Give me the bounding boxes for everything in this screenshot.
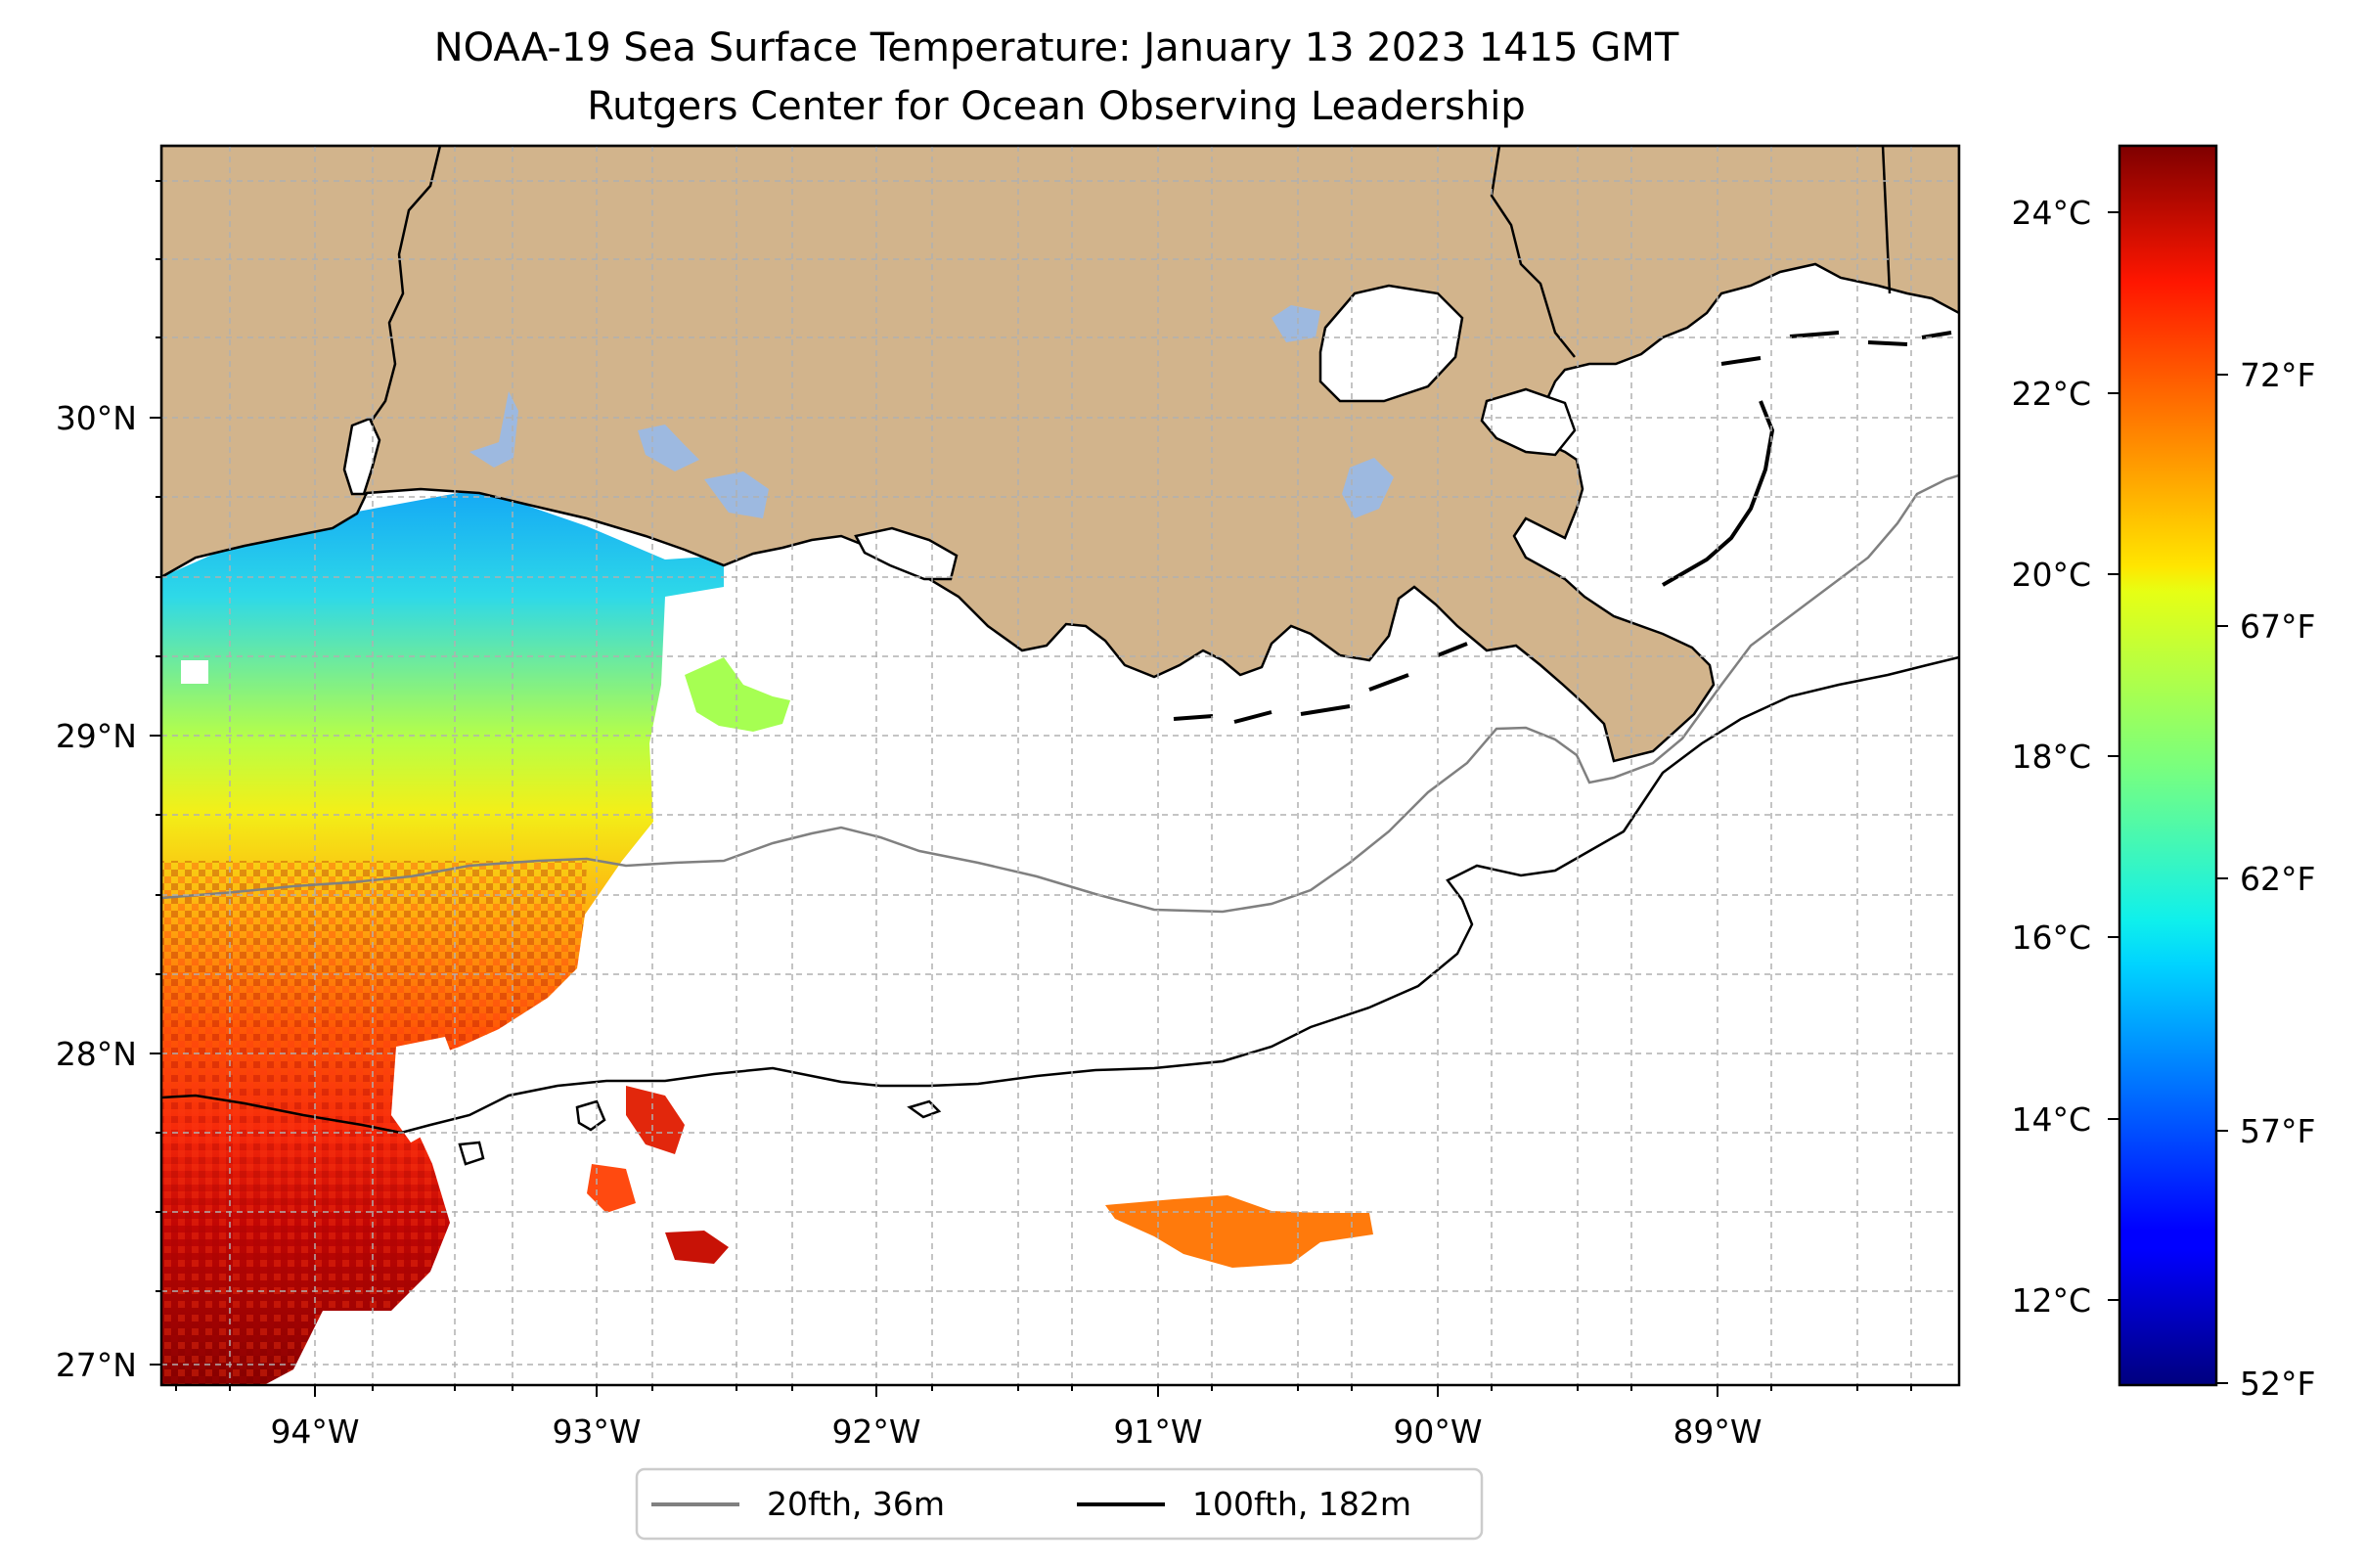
sst-gap	[181, 660, 208, 684]
sst-patch-orange	[1105, 1195, 1373, 1268]
cbar-f-67: 67°F	[2240, 607, 2315, 646]
y-tick-27n: 27°N	[56, 1346, 137, 1384]
cbar-c-12: 12°C	[2011, 1281, 2091, 1320]
legend-box	[635, 1467, 1484, 1541]
x-tick-92w: 92°W	[831, 1412, 920, 1451]
state-border-tx-la	[370, 146, 442, 422]
state-border-la-ms	[1490, 146, 1576, 358]
colorbar-fahrenheit-ticks	[2216, 374, 2228, 1384]
isobath-100fth-islet-1	[575, 1099, 606, 1132]
y-tick-29n: 29°N	[56, 717, 137, 755]
x-axis	[175, 1385, 1912, 1397]
sst-speckle-overlay	[161, 861, 587, 1385]
land-mainland	[161, 146, 1959, 763]
legend: 20fth, 36m 100fth, 182m	[635, 1467, 1484, 1541]
sst-cloud-gap	[391, 1037, 460, 1142]
isobath-100fth-islet-2	[458, 1141, 485, 1166]
cbar-f-62: 62°F	[2240, 860, 2315, 898]
sst-patch-red-3	[665, 1231, 729, 1264]
title-line-2: Rutgers Center for Ocean Observing Leade…	[587, 84, 1526, 129]
sst-patch-red-2	[587, 1164, 636, 1213]
lake-borgne	[1480, 387, 1577, 457]
legend-label-20fth: 20fth, 36m	[767, 1485, 945, 1523]
cbar-c-18: 18°C	[2011, 738, 2091, 776]
state-border-ms-al	[1881, 146, 1892, 294]
legend-label-100fth: 100fth, 182m	[1192, 1485, 1411, 1523]
y-axis	[150, 180, 161, 1366]
cbar-c-14: 14°C	[2011, 1100, 2091, 1139]
isobath-100fth	[161, 655, 1959, 1135]
map-canvas	[161, 146, 1959, 1385]
lake-pontchartrain	[1318, 284, 1464, 403]
island-chandeleur	[1661, 400, 1775, 587]
cbar-c-20: 20°C	[2011, 556, 2091, 594]
x-tick-93w: 93°W	[552, 1412, 641, 1451]
x-tick-94w: 94°W	[270, 1412, 359, 1451]
cbar-f-57: 57°F	[2240, 1112, 2315, 1150]
cbar-f-52: 52°F	[2240, 1365, 2315, 1403]
lake-inland-5	[1342, 458, 1394, 518]
title-line-1: NOAA-19 Sea Surface Temperature: January…	[434, 25, 1679, 70]
x-tick-90w: 90°W	[1393, 1412, 1482, 1451]
lake-inland-1	[469, 391, 518, 468]
sst-patch-red-1	[626, 1086, 685, 1154]
graticule	[161, 146, 1959, 1385]
sst-patch-green	[685, 657, 790, 732]
island-ms-sound	[1720, 331, 1952, 366]
colorbar	[2118, 144, 2218, 1387]
lake-calcasieu	[342, 417, 381, 496]
cbar-f-72: 72°F	[2240, 356, 2315, 394]
island-barrier	[1173, 642, 1468, 724]
cbar-c-22: 22°C	[2011, 375, 2091, 413]
isobath-100fth-islet-3	[907, 1099, 942, 1119]
cbar-c-16: 16°C	[2011, 918, 2091, 957]
cbar-c-24: 24°C	[2011, 194, 2091, 232]
isobath-20fth	[161, 473, 1959, 914]
colorbar-celsius-ticks	[2108, 211, 2120, 1301]
map-frame	[159, 144, 1961, 1387]
lake-maurepas	[1272, 305, 1320, 342]
x-tick-89w: 89°W	[1673, 1412, 1762, 1451]
y-tick-28n: 28°N	[56, 1035, 137, 1073]
y-tick-30n: 30°N	[56, 399, 137, 437]
x-tick-91w: 91°W	[1113, 1412, 1202, 1451]
